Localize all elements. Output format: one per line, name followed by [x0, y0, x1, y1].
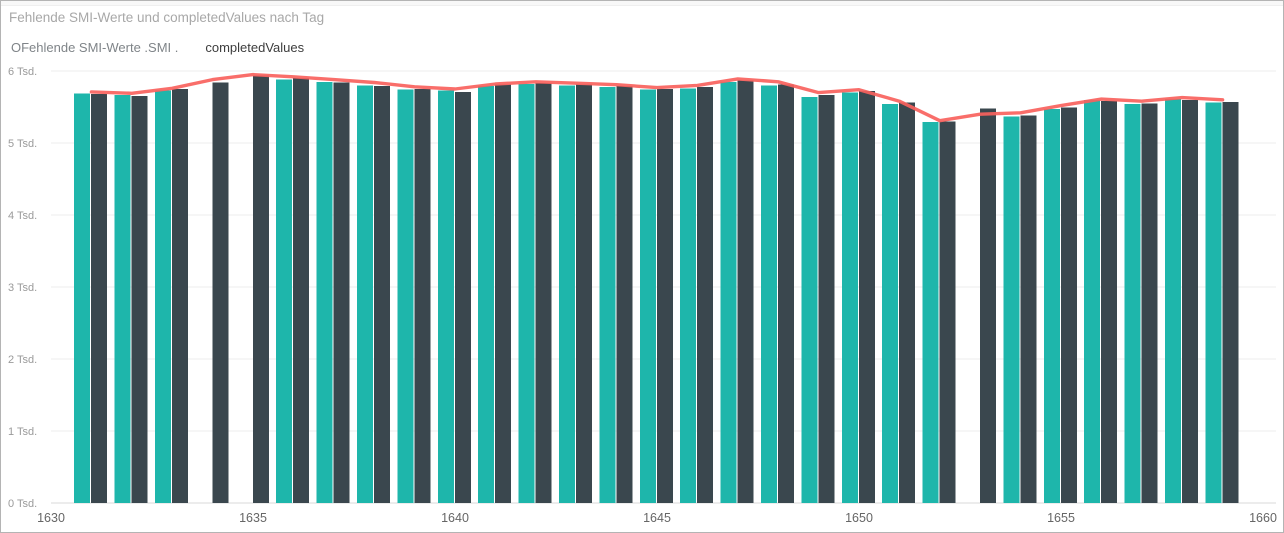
- bar-completedvalues[interactable]: [656, 89, 673, 503]
- bar-fehlende-smi-werte[interactable]: [1165, 99, 1181, 503]
- bar-fehlende-smi-werte[interactable]: [397, 89, 414, 503]
- bar-completedvalues[interactable]: [414, 89, 431, 503]
- bar-completedvalues[interactable]: [172, 89, 188, 503]
- bar-fehlende-smi-werte[interactable]: [1003, 116, 1020, 504]
- y-tick-label: 5 Tsd.: [8, 138, 37, 150]
- bar-fehlende-smi-werte[interactable]: [437, 90, 454, 503]
- bar-completedvalues[interactable]: [778, 84, 794, 504]
- bar-completedvalues[interactable]: [252, 75, 269, 503]
- bar-fehlende-smi-werte[interactable]: [720, 81, 737, 504]
- bar-completedvalues[interactable]: [1222, 101, 1239, 504]
- bar-completedvalues[interactable]: [1141, 103, 1158, 504]
- y-tick-label: 3 Tsd.: [8, 282, 37, 294]
- bar-fehlende-smi-werte[interactable]: [316, 81, 333, 504]
- x-tick-label: 1655: [1047, 511, 1075, 525]
- x-tick-label: 1630: [37, 511, 65, 525]
- y-tick-label: 0 Tsd.: [8, 498, 37, 510]
- bar-fehlende-smi-werte[interactable]: [478, 86, 495, 504]
- bar-completedvalues[interactable]: [212, 82, 229, 504]
- bar-fehlende-smi-werte[interactable]: [155, 90, 171, 503]
- bar-fehlende-smi-werte[interactable]: [680, 88, 697, 503]
- bar-completedvalues[interactable]: [576, 84, 592, 504]
- x-tick-label: 1640: [441, 511, 469, 525]
- bar-completedvalues[interactable]: [1182, 99, 1198, 504]
- bar-completedvalues[interactable]: [495, 84, 512, 504]
- bar-fehlende-smi-werte[interactable]: [276, 79, 293, 503]
- bar-fehlende-smi-werte[interactable]: [74, 93, 91, 503]
- legend-item-fehlende-smi-werte[interactable]: OFehlende SMI-Werte .SMI .: [11, 40, 179, 55]
- trend-line[interactable]: [89, 72, 1225, 123]
- bar-completedvalues[interactable]: [1101, 101, 1118, 504]
- bar-fehlende-smi-werte[interactable]: [841, 92, 858, 503]
- bar-completedvalues[interactable]: [1020, 115, 1037, 503]
- bar-completedvalues[interactable]: [858, 91, 875, 503]
- bar-completedvalues[interactable]: [374, 86, 390, 504]
- bar-completedvalues[interactable]: [697, 86, 714, 503]
- y-tick-label: 1 Tsd.: [8, 426, 37, 438]
- bar-fehlende-smi-werte[interactable]: [114, 94, 131, 503]
- x-tick-label: 1660: [1249, 511, 1277, 525]
- x-tick-label: 1635: [239, 511, 267, 525]
- bar-fehlende-smi-werte[interactable]: [518, 83, 535, 504]
- bar-fehlende-smi-werte[interactable]: [882, 104, 899, 504]
- bar-completedvalues[interactable]: [535, 83, 552, 504]
- legend: OFehlende SMI-Werte .SMI . completedValu…: [11, 40, 304, 55]
- bar-fehlende-smi-werte[interactable]: [1043, 109, 1060, 503]
- bar-completedvalues[interactable]: [333, 82, 350, 504]
- bar-fehlende-smi-werte[interactable]: [599, 86, 616, 503]
- bar-fehlende-smi-werte[interactable]: [761, 85, 777, 504]
- bar-fehlende-smi-werte[interactable]: [1084, 99, 1101, 504]
- bar-fehlende-smi-werte[interactable]: [559, 85, 575, 504]
- y-tick-label: 6 Tsd.: [8, 66, 37, 78]
- bar-completedvalues[interactable]: [737, 80, 754, 504]
- tile-top-strip: [1, 1, 1283, 6]
- bar-completedvalues[interactable]: [899, 102, 916, 504]
- x-tick-label: 1650: [845, 511, 873, 525]
- chart-title: Fehlende SMI-Werte und completedValues n…: [9, 10, 325, 25]
- bar-fehlende-smi-werte[interactable]: [1205, 102, 1222, 504]
- bar-fehlende-smi-werte[interactable]: [1124, 104, 1141, 504]
- bar-fehlende-smi-werte[interactable]: [639, 89, 656, 503]
- legend-item-completedvalues[interactable]: completedValues: [205, 40, 305, 55]
- bar-completedvalues[interactable]: [980, 108, 996, 503]
- bar-fehlende-smi-werte[interactable]: [357, 85, 373, 504]
- bar-completedvalues[interactable]: [616, 86, 633, 504]
- bar-completedvalues[interactable]: [131, 96, 148, 503]
- bar-fehlende-smi-werte[interactable]: [801, 96, 818, 504]
- bar-completedvalues[interactable]: [1060, 107, 1077, 503]
- bar-completedvalues[interactable]: [454, 91, 471, 503]
- bar-completedvalues[interactable]: [293, 78, 310, 503]
- bar-completedvalues[interactable]: [939, 121, 956, 504]
- y-tick-label: 2 Tsd.: [8, 354, 37, 366]
- x-tick-label: 1645: [643, 511, 671, 525]
- bar-completedvalues[interactable]: [91, 94, 108, 503]
- bar-fehlende-smi-werte[interactable]: [922, 122, 939, 504]
- y-tick-label: 4 Tsd.: [8, 210, 37, 222]
- bar-completedvalues[interactable]: [818, 94, 835, 503]
